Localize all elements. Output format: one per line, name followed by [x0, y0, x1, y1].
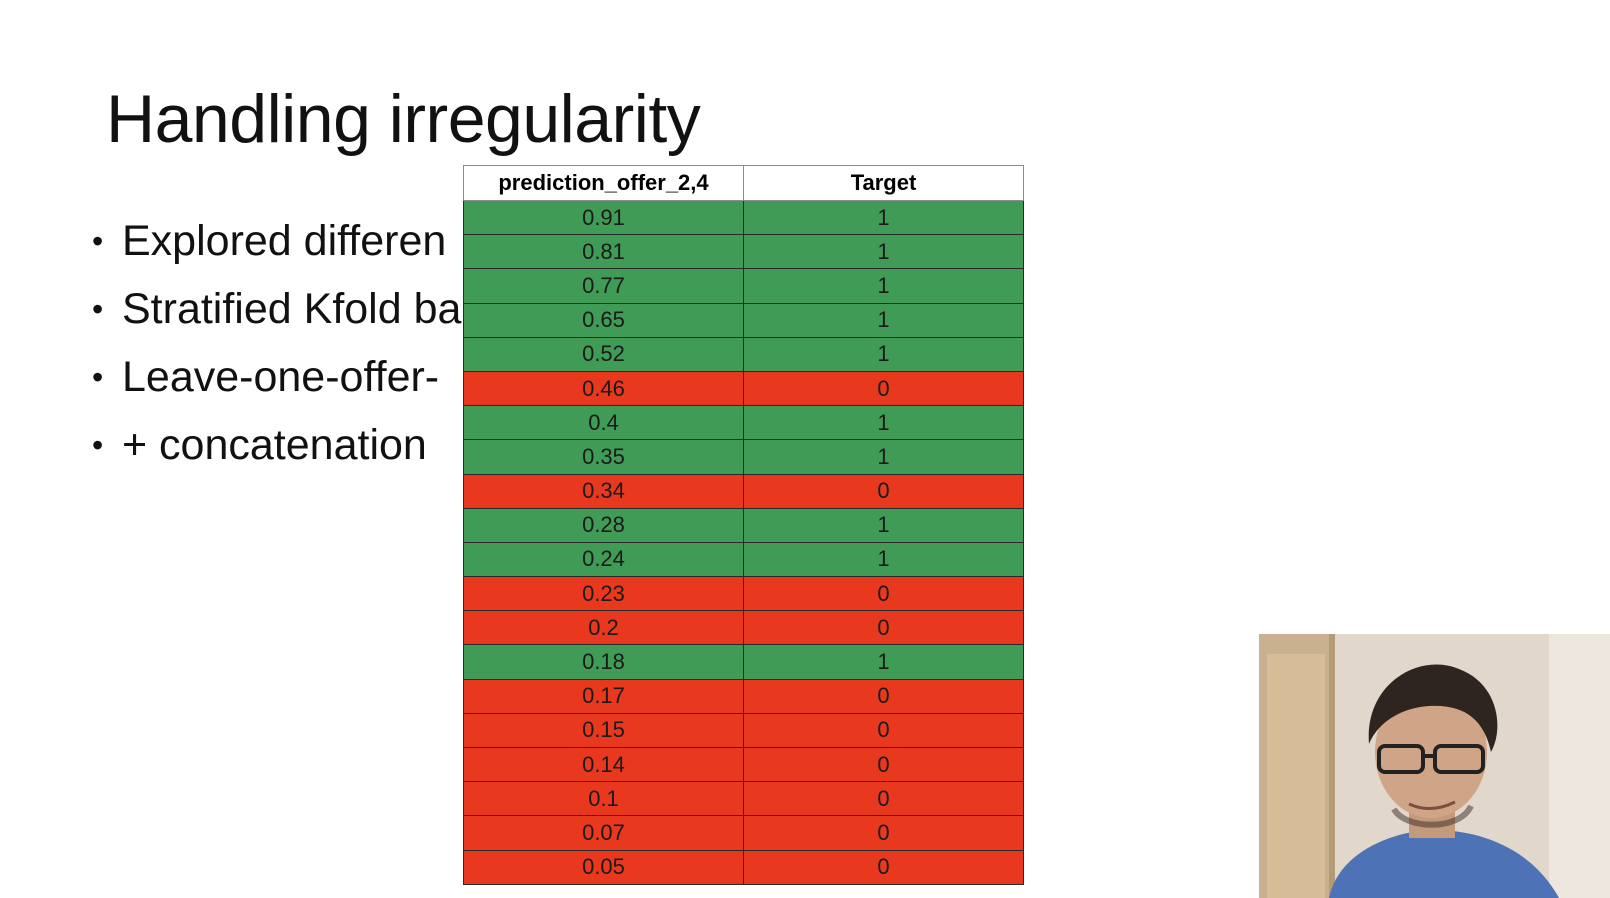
table-row: 0.77 1 — [463, 268, 1024, 304]
prediction-cell: 0.65 — [463, 302, 744, 338]
presenter-video-image — [1259, 634, 1610, 898]
target-cell: 1 — [743, 541, 1024, 578]
prediction-cell: 0.24 — [463, 541, 744, 578]
prediction-cell: 0.35 — [463, 439, 744, 475]
target-cell: 0 — [743, 678, 1024, 714]
bullet-item: • Leave-one-offer- — [92, 350, 461, 418]
bullet-text: + concatenation — [122, 421, 427, 469]
bullet-text: Leave-one-offer- — [122, 353, 440, 401]
bullet-icon: • — [92, 291, 104, 327]
table-row: 0.24 1 — [463, 541, 1024, 578]
prediction-table: prediction_offer_2,4 Target 0.91 1 0.81 1 0.… — [463, 165, 1024, 885]
target-cell: 0 — [743, 610, 1024, 646]
table-row: 0.34 0 — [463, 473, 1024, 509]
prediction-cell: 0.1 — [463, 781, 744, 817]
table-row: 0.28 1 — [463, 507, 1024, 543]
prediction-cell: 0.28 — [463, 507, 744, 543]
table-row: 0.91 1 — [463, 199, 1024, 236]
prediction-cell: 0.34 — [463, 473, 744, 509]
target-cell: 0 — [743, 781, 1024, 817]
table-row: 0.18 1 — [463, 644, 1024, 680]
target-cell: 1 — [743, 234, 1024, 270]
bullet-icon: • — [92, 223, 104, 259]
prediction-cell: 0.14 — [463, 746, 744, 783]
bullet-text: Stratified Kfold ba — [122, 285, 462, 333]
table-row: 0.17 0 — [463, 678, 1024, 714]
target-cell: 0 — [743, 849, 1024, 885]
column-header-target: Target — [743, 165, 1024, 201]
table-row: 0.15 0 — [463, 712, 1024, 749]
target-cell: 1 — [743, 507, 1024, 543]
target-cell: 1 — [743, 439, 1024, 475]
prediction-cell: 0.4 — [463, 405, 744, 441]
target-cell: 0 — [743, 815, 1024, 851]
bullet-icon: • — [92, 427, 104, 463]
target-cell: 0 — [743, 473, 1024, 509]
target-cell: 1 — [743, 199, 1024, 236]
prediction-cell: 0.07 — [463, 815, 744, 851]
prediction-cell: 0.52 — [463, 336, 744, 372]
prediction-cell: 0.91 — [463, 199, 744, 236]
target-cell: 0 — [743, 746, 1024, 783]
table-row: 0.46 0 — [463, 370, 1024, 407]
table-row: 0.2 0 — [463, 610, 1024, 646]
prediction-cell: 0.46 — [463, 370, 744, 407]
table-row: 0.65 1 — [463, 302, 1024, 338]
table-header-row: prediction_offer_2,4 Target — [463, 165, 1024, 201]
target-cell: 0 — [743, 370, 1024, 407]
bullet-item: • + concatenation — [92, 418, 461, 486]
table-row: 0.07 0 — [463, 815, 1024, 851]
presenter-webcam — [1259, 634, 1610, 898]
slide-title: Handling irregularity — [106, 81, 701, 157]
prediction-cell: 0.2 — [463, 610, 744, 646]
prediction-cell: 0.17 — [463, 678, 744, 714]
bullet-icon: • — [92, 359, 104, 395]
target-cell: 1 — [743, 405, 1024, 441]
table-row: 0.23 0 — [463, 576, 1024, 612]
table-row: 0.14 0 — [463, 746, 1024, 783]
column-header-prediction: prediction_offer_2,4 — [463, 165, 744, 201]
prediction-cell: 0.15 — [463, 712, 744, 749]
target-cell: 1 — [743, 644, 1024, 680]
target-cell: 1 — [743, 336, 1024, 372]
table-row: 0.52 1 — [463, 336, 1024, 372]
target-cell: 0 — [743, 712, 1024, 749]
prediction-cell: 0.81 — [463, 234, 744, 270]
table-row: 0.1 0 — [463, 781, 1024, 817]
bullet-item: • Stratified Kfold ba — [92, 282, 461, 350]
table-row: 0.81 1 — [463, 234, 1024, 270]
prediction-cell: 0.05 — [463, 849, 744, 885]
prediction-cell: 0.23 — [463, 576, 744, 612]
prediction-cell: 0.77 — [463, 268, 744, 304]
bullet-item: • Explored differen — [92, 214, 461, 282]
table-row: 0.05 0 — [463, 849, 1024, 885]
table-row: 0.35 1 — [463, 439, 1024, 475]
prediction-cell: 0.18 — [463, 644, 744, 680]
target-cell: 1 — [743, 302, 1024, 338]
table-body: 0.91 1 0.81 1 0.77 1 0.65 1 0.52 1 0.46 0 0.4 1 0.35 1 0… — [463, 199, 1024, 885]
table-row: 0.4 1 — [463, 405, 1024, 441]
target-cell: 0 — [743, 576, 1024, 612]
bullet-list: • Explored differen • Stratified Kfold ba … — [92, 214, 461, 486]
target-cell: 1 — [743, 268, 1024, 304]
bullet-text: Explored differen — [122, 217, 447, 265]
